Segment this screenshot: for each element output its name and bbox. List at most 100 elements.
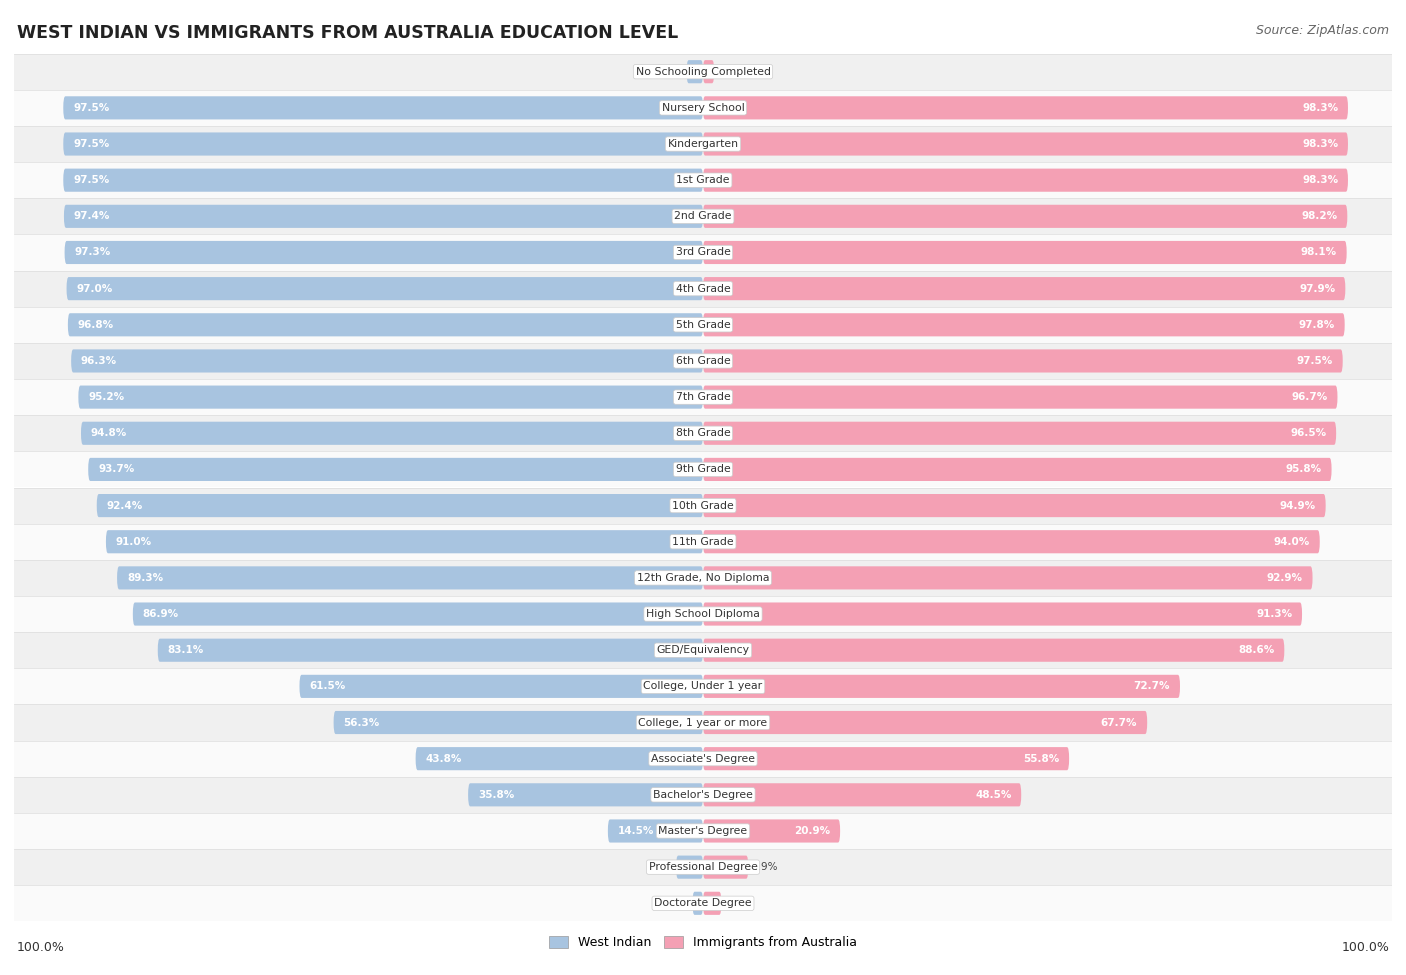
Bar bbox=[14, 234, 1392, 270]
FancyBboxPatch shape bbox=[132, 603, 703, 626]
FancyBboxPatch shape bbox=[686, 60, 703, 83]
Bar bbox=[14, 162, 1392, 198]
Bar bbox=[14, 379, 1392, 415]
Text: 97.8%: 97.8% bbox=[1299, 320, 1334, 330]
Text: 98.2%: 98.2% bbox=[1302, 212, 1337, 221]
FancyBboxPatch shape bbox=[97, 494, 703, 517]
Text: 61.5%: 61.5% bbox=[309, 682, 346, 691]
FancyBboxPatch shape bbox=[703, 422, 1336, 445]
Bar bbox=[14, 777, 1392, 813]
Text: 1.7%: 1.7% bbox=[717, 66, 744, 77]
Text: 6th Grade: 6th Grade bbox=[676, 356, 730, 366]
FancyBboxPatch shape bbox=[703, 277, 1346, 300]
FancyBboxPatch shape bbox=[105, 530, 703, 553]
Text: 5th Grade: 5th Grade bbox=[676, 320, 730, 330]
FancyBboxPatch shape bbox=[703, 747, 1069, 770]
FancyBboxPatch shape bbox=[703, 97, 1348, 119]
FancyBboxPatch shape bbox=[79, 385, 703, 409]
Text: 14.5%: 14.5% bbox=[617, 826, 654, 836]
FancyBboxPatch shape bbox=[703, 385, 1337, 409]
Text: 91.3%: 91.3% bbox=[1256, 609, 1292, 619]
Bar bbox=[14, 343, 1392, 379]
Text: 89.3%: 89.3% bbox=[127, 573, 163, 583]
Text: 94.8%: 94.8% bbox=[91, 428, 127, 439]
Text: 86.9%: 86.9% bbox=[142, 609, 179, 619]
Text: 20.9%: 20.9% bbox=[794, 826, 831, 836]
Text: College, Under 1 year: College, Under 1 year bbox=[644, 682, 762, 691]
Bar bbox=[14, 885, 1392, 921]
Text: 6.9%: 6.9% bbox=[752, 862, 778, 873]
Bar bbox=[14, 596, 1392, 632]
Text: 2nd Grade: 2nd Grade bbox=[675, 212, 731, 221]
FancyBboxPatch shape bbox=[703, 639, 1284, 662]
Bar bbox=[14, 741, 1392, 777]
Text: Professional Degree: Professional Degree bbox=[648, 862, 758, 873]
Bar bbox=[14, 451, 1392, 488]
Text: No Schooling Completed: No Schooling Completed bbox=[636, 66, 770, 77]
Text: 67.7%: 67.7% bbox=[1101, 718, 1137, 727]
Text: College, 1 year or more: College, 1 year or more bbox=[638, 718, 768, 727]
FancyBboxPatch shape bbox=[63, 97, 703, 119]
Text: 1st Grade: 1st Grade bbox=[676, 176, 730, 185]
Text: 95.2%: 95.2% bbox=[89, 392, 124, 402]
Text: 92.9%: 92.9% bbox=[1267, 573, 1303, 583]
FancyBboxPatch shape bbox=[703, 783, 1021, 806]
FancyBboxPatch shape bbox=[703, 241, 1347, 264]
Text: 96.3%: 96.3% bbox=[82, 356, 117, 366]
Text: 91.0%: 91.0% bbox=[115, 536, 152, 547]
FancyBboxPatch shape bbox=[299, 675, 703, 698]
FancyBboxPatch shape bbox=[703, 675, 1180, 698]
Text: 3rd Grade: 3rd Grade bbox=[675, 248, 731, 257]
Text: Associate's Degree: Associate's Degree bbox=[651, 754, 755, 763]
FancyBboxPatch shape bbox=[703, 60, 714, 83]
Text: 43.8%: 43.8% bbox=[426, 754, 461, 763]
FancyBboxPatch shape bbox=[66, 277, 703, 300]
FancyBboxPatch shape bbox=[72, 349, 703, 372]
FancyBboxPatch shape bbox=[468, 783, 703, 806]
Text: GED/Equivalency: GED/Equivalency bbox=[657, 645, 749, 655]
Text: 10th Grade: 10th Grade bbox=[672, 500, 734, 511]
Bar bbox=[14, 668, 1392, 704]
Bar bbox=[14, 704, 1392, 741]
FancyBboxPatch shape bbox=[63, 205, 703, 228]
Text: 97.9%: 97.9% bbox=[1299, 284, 1336, 293]
Text: 94.9%: 94.9% bbox=[1279, 500, 1316, 511]
Text: 98.1%: 98.1% bbox=[1301, 248, 1337, 257]
Text: 98.3%: 98.3% bbox=[1302, 102, 1339, 113]
Text: 96.7%: 96.7% bbox=[1291, 392, 1327, 402]
Text: Nursery School: Nursery School bbox=[662, 102, 744, 113]
Legend: West Indian, Immigrants from Australia: West Indian, Immigrants from Australia bbox=[544, 930, 862, 955]
Text: 94.0%: 94.0% bbox=[1274, 536, 1310, 547]
Text: 97.4%: 97.4% bbox=[73, 212, 110, 221]
Text: 2.8%: 2.8% bbox=[724, 898, 751, 909]
Bar bbox=[14, 415, 1392, 451]
Text: 72.7%: 72.7% bbox=[1133, 682, 1170, 691]
Text: 97.0%: 97.0% bbox=[76, 284, 112, 293]
Bar bbox=[14, 90, 1392, 126]
FancyBboxPatch shape bbox=[703, 313, 1344, 336]
Text: 98.3%: 98.3% bbox=[1302, 176, 1339, 185]
Text: 4.1%: 4.1% bbox=[647, 862, 673, 873]
FancyBboxPatch shape bbox=[416, 747, 703, 770]
Text: Master's Degree: Master's Degree bbox=[658, 826, 748, 836]
FancyBboxPatch shape bbox=[82, 422, 703, 445]
Bar bbox=[14, 560, 1392, 596]
Text: 97.5%: 97.5% bbox=[73, 176, 110, 185]
Text: 1.6%: 1.6% bbox=[662, 898, 689, 909]
Bar bbox=[14, 270, 1392, 307]
FancyBboxPatch shape bbox=[703, 458, 1331, 481]
Text: 100.0%: 100.0% bbox=[17, 941, 65, 954]
FancyBboxPatch shape bbox=[703, 711, 1147, 734]
Text: 98.3%: 98.3% bbox=[1302, 139, 1339, 149]
Text: 35.8%: 35.8% bbox=[478, 790, 515, 799]
FancyBboxPatch shape bbox=[703, 494, 1326, 517]
Text: 2.5%: 2.5% bbox=[657, 66, 683, 77]
Text: 97.5%: 97.5% bbox=[73, 139, 110, 149]
FancyBboxPatch shape bbox=[703, 603, 1302, 626]
FancyBboxPatch shape bbox=[703, 892, 721, 915]
Text: 95.8%: 95.8% bbox=[1285, 464, 1322, 475]
Text: 12th Grade, No Diploma: 12th Grade, No Diploma bbox=[637, 573, 769, 583]
Text: 48.5%: 48.5% bbox=[974, 790, 1011, 799]
Bar bbox=[14, 849, 1392, 885]
Text: 56.3%: 56.3% bbox=[343, 718, 380, 727]
